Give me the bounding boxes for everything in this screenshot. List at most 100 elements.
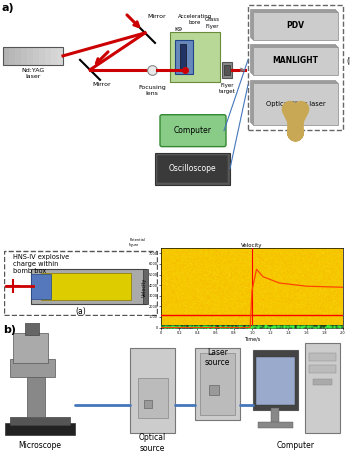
Point [178, 322, 184, 329]
Point [266, 307, 271, 314]
Point [234, 263, 240, 270]
Point [303, 307, 309, 314]
Point [276, 270, 282, 278]
Point [208, 316, 213, 324]
Point [245, 246, 250, 253]
Point [300, 250, 305, 257]
Bar [21, 47, 27, 65]
Point [193, 287, 199, 294]
Point [186, 253, 191, 261]
Point [308, 318, 314, 325]
Point [313, 313, 319, 321]
Point [247, 262, 252, 269]
Point [285, 266, 291, 273]
Point [245, 253, 251, 260]
Point [190, 306, 196, 313]
Point [180, 262, 186, 269]
Point [265, 250, 271, 258]
Point [340, 295, 345, 302]
Point [322, 316, 327, 324]
Point [306, 251, 311, 258]
Point [268, 268, 274, 275]
Point [316, 317, 322, 324]
Point [236, 322, 241, 329]
Point [335, 322, 340, 329]
Point [296, 309, 301, 317]
Point [178, 272, 184, 279]
Point [178, 321, 184, 328]
Point [220, 272, 226, 279]
Point [311, 275, 316, 282]
Point [259, 252, 265, 259]
Point [213, 248, 219, 256]
Point [166, 249, 172, 257]
Point [220, 257, 226, 264]
Point [331, 245, 337, 253]
Point [318, 271, 323, 278]
Point [203, 294, 209, 302]
Point [184, 273, 189, 280]
Point [276, 288, 282, 296]
Point [278, 246, 284, 253]
Point [268, 267, 273, 274]
Point [319, 253, 325, 261]
Point [218, 288, 224, 296]
Point [163, 255, 169, 263]
Point [314, 265, 319, 273]
Point [239, 305, 245, 312]
Point [175, 313, 181, 321]
Point [272, 247, 277, 254]
Point [323, 281, 329, 288]
Point [277, 250, 282, 258]
Point [225, 272, 230, 279]
Point [159, 308, 164, 315]
Point [243, 282, 248, 289]
Point [312, 260, 318, 268]
Point [252, 270, 257, 278]
Point [226, 294, 231, 302]
Point [251, 307, 257, 314]
Point [277, 305, 282, 312]
Point [320, 311, 326, 318]
Point [251, 298, 257, 305]
Point [186, 292, 192, 299]
Point [303, 302, 309, 309]
Point [175, 258, 181, 266]
Point [261, 315, 267, 323]
Point [165, 269, 171, 277]
Point [210, 283, 216, 291]
Point [196, 313, 201, 320]
Point [198, 266, 204, 273]
Point [274, 322, 279, 329]
Point [167, 245, 172, 252]
Point [321, 284, 327, 292]
Point [203, 257, 209, 264]
Point [270, 245, 276, 253]
Point [240, 308, 245, 315]
Point [161, 293, 167, 301]
Point [209, 281, 215, 288]
Point [163, 258, 169, 265]
Point [165, 257, 171, 264]
Point [267, 255, 272, 262]
Point [293, 260, 299, 268]
Point [272, 320, 278, 327]
Point [262, 288, 268, 295]
Point [189, 261, 195, 268]
Point [287, 272, 292, 279]
Point [217, 293, 223, 301]
Point [329, 306, 335, 313]
Point [204, 265, 210, 272]
Point [324, 255, 329, 263]
Point [309, 288, 315, 295]
Point [168, 296, 174, 303]
Point [321, 290, 327, 298]
Point [307, 280, 312, 287]
Point [214, 316, 219, 323]
Point [253, 295, 259, 302]
Point [328, 273, 334, 281]
Point [244, 262, 250, 269]
Point [211, 259, 217, 266]
Point [293, 302, 299, 309]
Point [224, 260, 230, 268]
